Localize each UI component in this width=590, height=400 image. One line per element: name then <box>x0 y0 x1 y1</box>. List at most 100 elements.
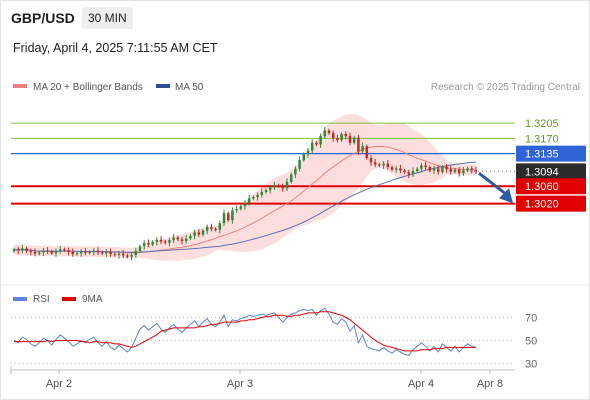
price-level-label: 1.3170 <box>525 133 559 145</box>
candle <box>361 142 364 155</box>
candle-body <box>16 249 20 251</box>
candle <box>205 224 209 235</box>
candle-body <box>260 191 264 195</box>
candle-body <box>159 239 163 242</box>
candle-body <box>302 154 306 161</box>
candle <box>33 248 37 257</box>
candle <box>470 165 474 174</box>
candle <box>369 155 373 166</box>
candle-body <box>33 251 37 254</box>
candle <box>210 223 213 232</box>
candle-body <box>344 134 348 137</box>
candle-body <box>390 167 394 170</box>
currency-pair-title: GBP/USD <box>11 10 75 26</box>
rsi-line <box>13 307 477 356</box>
candle-body <box>134 251 138 256</box>
candle <box>42 248 45 256</box>
candle <box>453 167 457 174</box>
candle-body <box>92 250 96 252</box>
candle <box>327 128 331 135</box>
candle <box>37 250 41 256</box>
candle <box>214 227 217 232</box>
candle-body <box>298 160 301 169</box>
candle <box>96 247 100 256</box>
candle <box>340 132 343 142</box>
candle-body <box>109 251 112 255</box>
candle-body <box>21 248 24 251</box>
candle <box>315 140 318 147</box>
candle <box>239 204 243 211</box>
price-level-label-box <box>516 163 586 180</box>
price-level-label-box <box>516 145 586 162</box>
candle <box>155 237 159 246</box>
candle-body <box>88 251 91 253</box>
candle-body <box>474 170 478 172</box>
candle <box>58 245 62 254</box>
candle <box>411 167 415 178</box>
candle <box>21 245 24 254</box>
candle-body <box>142 242 146 247</box>
candle <box>79 248 83 257</box>
candle-body <box>189 235 192 239</box>
timeframe-badge[interactable]: 30 MIN <box>82 7 133 29</box>
candle <box>331 130 335 142</box>
candle-body <box>201 230 205 235</box>
candle <box>50 249 54 256</box>
candle-body <box>310 142 314 151</box>
rsi-tick-label: 50 <box>525 336 537 348</box>
candle-body <box>54 251 58 254</box>
candle-body <box>453 169 457 172</box>
candle <box>348 132 352 146</box>
candle-body <box>369 157 373 163</box>
candle <box>457 167 461 177</box>
candle <box>222 209 226 226</box>
candle <box>256 192 259 201</box>
candle <box>390 165 394 172</box>
candle <box>113 252 117 257</box>
moving-averages <box>13 145 477 254</box>
candle-body <box>470 168 474 171</box>
x-tick-label: Apr 8 <box>477 378 503 390</box>
candle-body <box>50 251 54 254</box>
candle-body <box>281 186 285 189</box>
candle <box>310 139 314 154</box>
rsi-ma-legend-label: 9MA <box>82 294 103 305</box>
forecast-arrow-shaft <box>478 171 506 195</box>
candle <box>336 134 339 143</box>
candle <box>12 247 16 253</box>
candle-body <box>352 137 356 143</box>
candle-body <box>323 130 327 137</box>
candle <box>462 167 465 176</box>
candle <box>193 229 196 240</box>
candle-body <box>357 137 360 152</box>
candle <box>273 181 276 191</box>
rsi-legend-label: RSI <box>33 294 50 305</box>
candle <box>378 162 381 168</box>
candle-body <box>130 255 133 257</box>
candle-body <box>247 198 251 203</box>
candle-body <box>315 142 318 145</box>
candle <box>151 240 154 247</box>
candle <box>373 158 377 168</box>
price-level-label: 1.3094 <box>525 166 559 178</box>
candle <box>268 184 272 194</box>
rsi-ma-legend-swatch <box>62 297 76 301</box>
x-axis: Apr 2 Apr 3 Apr 4 Apr 8 <box>10 366 503 390</box>
candle <box>63 247 66 252</box>
candle <box>130 252 133 261</box>
candle-body <box>71 251 75 255</box>
candle <box>29 248 33 256</box>
x-tick-label: Apr 2 <box>46 378 72 390</box>
research-credit: Research © 2025 Trading Central <box>431 82 580 93</box>
candle <box>105 249 108 257</box>
price-levels <box>11 122 515 205</box>
candle <box>344 131 348 140</box>
candle-body <box>79 251 83 254</box>
candle-body <box>415 168 419 171</box>
candle-body <box>268 187 272 191</box>
candle-body <box>462 170 465 174</box>
candle <box>382 160 385 169</box>
candle-body <box>336 138 339 141</box>
price-level-label-box <box>516 178 586 195</box>
candle <box>394 165 398 174</box>
